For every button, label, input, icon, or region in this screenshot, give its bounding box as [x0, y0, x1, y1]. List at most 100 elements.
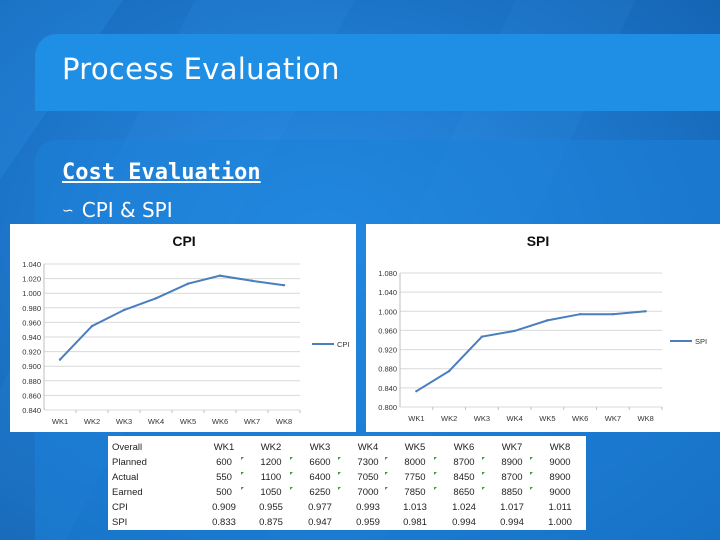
x-tick-label: WK2	[441, 414, 457, 423]
y-tick-label: 0.960	[22, 318, 41, 327]
table-header: WK8	[550, 442, 571, 453]
table-cell: 8450	[453, 472, 474, 483]
table-cell: 6400	[309, 472, 330, 483]
legend-label: CPI	[337, 340, 350, 349]
table-header: WK2	[261, 442, 282, 453]
table-cell: 1200	[260, 457, 281, 468]
y-tick-label: 0.840	[22, 406, 41, 415]
data-point	[480, 335, 484, 338]
table-header: Overall	[112, 442, 142, 453]
legend-label: SPI	[695, 337, 707, 346]
x-tick-label: WK6	[572, 414, 588, 423]
data-point	[546, 319, 549, 322]
x-tick-label: WK3	[474, 414, 490, 423]
table-cell: 8000	[404, 457, 425, 468]
table-cell: 7750	[404, 472, 425, 483]
y-tick-label: 0.880	[22, 377, 41, 386]
table-cell: 0.947	[308, 517, 332, 528]
y-tick-label: 1.000	[22, 289, 41, 298]
cell-marker	[530, 472, 533, 475]
table-cell: 7050	[357, 472, 378, 483]
section-heading: Cost Evaluation	[62, 160, 261, 185]
table-cell: 0.875	[259, 517, 283, 528]
cell-marker	[241, 472, 244, 475]
cell-marker	[290, 472, 293, 475]
bullet-text: CPI & SPI	[81, 198, 173, 222]
cell-marker	[530, 457, 533, 460]
table-cell: 8900	[549, 472, 570, 483]
series-line-spi	[415, 310, 646, 393]
page-title: Process Evaluation	[62, 52, 340, 86]
table-cell: 6250	[309, 487, 330, 498]
table-cell: 7000	[357, 487, 378, 498]
x-tick-label: WK8	[637, 414, 653, 423]
cell-marker	[434, 487, 437, 490]
x-tick-label: WK3	[116, 417, 132, 426]
table-row-label: CPI	[112, 502, 128, 513]
y-tick-label: 0.960	[378, 326, 397, 335]
table-cell: 0.833	[212, 517, 236, 528]
data-point	[282, 283, 286, 287]
y-tick-label: 0.880	[378, 365, 397, 374]
cell-marker	[530, 487, 533, 490]
table-cell: 8850	[501, 487, 522, 498]
series-line-cpi	[59, 274, 285, 361]
table-cell: 1.024	[452, 502, 476, 513]
cell-marker	[482, 472, 485, 475]
y-tick-label: 1.040	[378, 288, 397, 297]
table-cell: 1.013	[403, 502, 427, 513]
y-tick-label: 0.900	[22, 362, 41, 371]
spi-chart: SPI 1.080 1.040 1.000 0.960 0.920 0.880 0.840 0.…	[366, 224, 720, 432]
table-cell: 9000	[549, 487, 570, 498]
table-cell: 8650	[453, 487, 474, 498]
table-header: WK5	[405, 442, 426, 453]
table-cell: 8700	[501, 472, 522, 483]
table-cell: 0.981	[403, 517, 427, 528]
cell-marker	[290, 457, 293, 460]
data-table: Overall WK1 WK2 WK3 WK4 WK5 WK6 WK7 WK8 Planned 60…	[108, 436, 586, 530]
title-band	[35, 34, 720, 111]
table-header: WK6	[454, 442, 475, 453]
cell-marker	[434, 472, 437, 475]
table-cell: 1100	[261, 472, 281, 483]
cpi-chart: CPI 1.040 1.020 1.000 0.980 0.960 0.940 0.920 0.…	[10, 224, 356, 432]
cell-marker	[338, 487, 341, 490]
x-tick-label: WK8	[276, 417, 292, 426]
cell-marker	[290, 487, 293, 490]
table-header: WK7	[502, 442, 523, 453]
table-cell: 8700	[453, 457, 474, 468]
table-header: WK3	[310, 442, 331, 453]
table-cell: 7850	[404, 487, 425, 498]
cell-marker	[241, 487, 244, 490]
data-point	[250, 279, 254, 282]
x-tick-label: WK4	[148, 417, 164, 426]
table-cell: 0.959	[356, 517, 380, 528]
table-cell: 0.955	[259, 502, 283, 513]
x-tick-label: WK5	[180, 417, 196, 426]
table-row-label: Planned	[112, 457, 147, 468]
table-cell: 1050	[260, 487, 281, 498]
table-row-label: Actual	[112, 472, 138, 483]
table-cell: 6600	[309, 457, 330, 468]
table-cell: 7300	[357, 457, 378, 468]
cell-marker	[385, 472, 388, 475]
table-cell: 1.017	[500, 502, 524, 513]
x-tick-label: WK6	[212, 417, 228, 426]
data-point	[58, 358, 62, 361]
data-point	[447, 369, 451, 373]
x-tick-label: WK1	[408, 414, 424, 423]
data-point	[513, 329, 516, 333]
y-tick-label: 1.040	[22, 260, 41, 269]
data-point	[90, 324, 94, 328]
y-tick-label: 0.980	[22, 304, 41, 313]
cell-marker	[338, 472, 341, 475]
data-point	[578, 312, 582, 316]
table-cell: 0.909	[212, 502, 236, 513]
y-tick-label: 1.000	[378, 307, 397, 316]
table-row-label: SPI	[112, 517, 127, 528]
cell-marker	[482, 457, 485, 460]
y-tick-label: 0.800	[378, 403, 397, 412]
table-cell: 1.011	[548, 502, 571, 513]
table-cell: 9000	[549, 457, 570, 468]
table-cell: 0.994	[452, 517, 476, 528]
